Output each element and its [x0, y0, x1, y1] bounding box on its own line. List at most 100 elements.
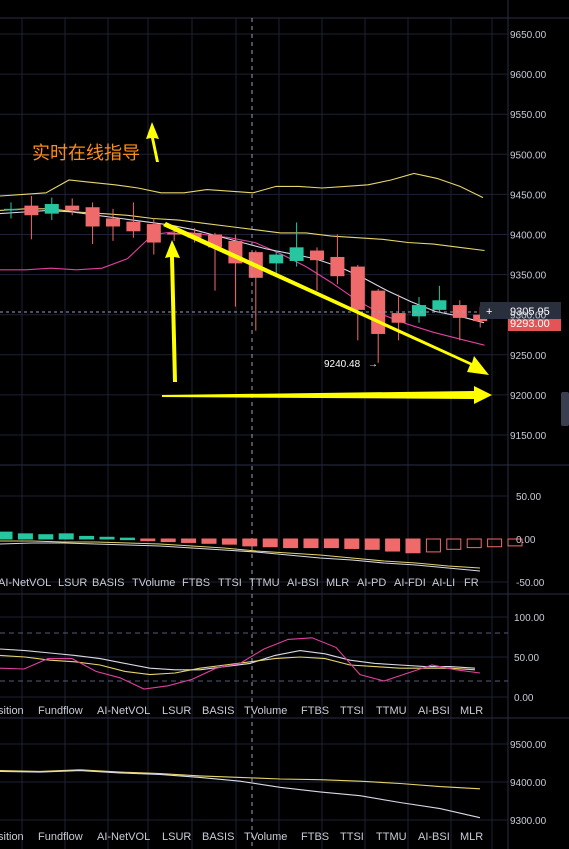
volume-x-label: BASIS — [92, 577, 124, 589]
candle-body — [126, 221, 141, 232]
scroll-handle[interactable] — [561, 392, 569, 426]
main-y-tick-label: 9500.00 — [510, 150, 547, 161]
volume-x-label: AI-LI — [432, 577, 455, 589]
bottom-x-label: AI-BSI — [418, 831, 450, 843]
current-price-label: 9305.95 — [510, 306, 550, 318]
volume-x-label: AI-PD — [357, 577, 386, 589]
volume-bar — [119, 537, 135, 541]
crosshair-plus-icon[interactable]: + — [486, 306, 492, 318]
candle-body — [146, 224, 161, 243]
candle-body — [269, 254, 284, 264]
oscillator-x-label: FTBS — [301, 705, 329, 717]
volume-y-tick-label: -50.00 — [516, 578, 545, 589]
bottom-x-label: BASIS — [202, 831, 234, 843]
bottom-price-lines — [0, 769, 481, 819]
candle-body — [106, 218, 120, 227]
volume-x-label: AI-BSI — [287, 577, 319, 589]
volume-x-label: TTMU — [249, 577, 280, 589]
oscillator-y-tick-label: 0.00 — [514, 693, 534, 704]
low-price-marker: 9240.48 → — [324, 359, 378, 370]
bottom-x-label: TTSI — [340, 831, 364, 843]
volume-bar — [201, 538, 217, 544]
bottom-x-label: Fundflow — [38, 831, 83, 843]
oscillator-x-label: TTSI — [340, 705, 364, 717]
low-arrow-icon: → — [368, 359, 378, 370]
candle-body — [167, 232, 182, 235]
low-price-label: 9240.48 — [324, 359, 361, 370]
candle-body — [44, 204, 59, 214]
main-y-tick-label: 9400.00 — [510, 231, 547, 242]
candle-body — [24, 205, 39, 216]
oscillator-x-label: LSUR — [162, 705, 191, 717]
volume-bar — [405, 538, 421, 554]
candle-body — [452, 305, 467, 318]
main-y-tick-label: 9650.00 — [510, 30, 547, 41]
volume-bar — [323, 538, 339, 549]
volume-bar — [262, 538, 278, 548]
oscillator-x-axis: sition Fundflow AI-NetVOL LSUR BASIS TVolume F… — [0, 705, 483, 717]
candle-body — [85, 207, 100, 227]
volume-x-label: TVolume — [132, 577, 175, 589]
main-y-tick-label: 9550.00 — [510, 110, 547, 121]
volume-bar — [140, 538, 156, 542]
volume-bar — [181, 538, 197, 543]
bottom-x-label: MLR — [460, 831, 483, 843]
oscillator-x-label: sition — [0, 705, 24, 717]
volume-average-line — [0, 542, 481, 572]
candle-body — [289, 247, 304, 261]
bottom-y-tick-label: 9300.00 — [510, 816, 547, 827]
volume-x-label: TTSI — [218, 577, 242, 589]
volume-bar — [221, 538, 237, 545]
candle-body — [391, 313, 406, 323]
main-y-tick-label: 9350.00 — [510, 271, 547, 282]
main-y-axis: 9650.00 9600.00 9550.00 9500.00 9450.00 9400.… — [510, 30, 547, 442]
oscillator-x-label: AI-BSI — [418, 705, 450, 717]
bollinger-upper-line — [0, 172, 484, 199]
bottom-white-line — [0, 770, 481, 819]
oscillator-x-label: MLR — [460, 705, 483, 717]
oscillator-y-tick-label: 100.00 — [514, 613, 545, 624]
candle-body — [432, 300, 447, 310]
bottom-y-tick-label: 9500.00 — [510, 740, 547, 751]
up-arrow-large-icon — [165, 240, 180, 382]
main-y-tick-label: 9600.00 — [510, 70, 547, 81]
oscillator-x-label: Fundflow — [38, 705, 83, 717]
bottom-x-label: LSUR — [162, 831, 191, 843]
volume-bar — [364, 538, 380, 550]
oscillator-x-label: TTMU — [376, 705, 407, 717]
candle-body — [350, 266, 365, 310]
bottom-x-label: sition — [0, 831, 24, 843]
current-price-sub-label: 9293.00 — [510, 318, 550, 330]
oscillator-lines — [0, 637, 481, 690]
volume-bars — [0, 531, 523, 554]
volume-x-label: FR — [464, 577, 479, 589]
volume-bar — [38, 534, 54, 540]
bottom-x-axis: sition Fundflow AI-NetVOL LSUR BASIS TVolume F… — [0, 831, 483, 843]
candle-body — [310, 250, 324, 261]
volume-bar — [283, 538, 299, 549]
volume-bar — [303, 538, 319, 549]
annotation-arrows — [146, 122, 492, 404]
volume-y-tick-label: 50.00 — [516, 492, 541, 503]
main-y-tick-label: 9200.00 — [510, 391, 547, 402]
bollinger-mid-line — [0, 208, 485, 252]
oscillator-y-axis: 100.00 50.00 0.00 — [514, 613, 545, 704]
oscillator-x-label: TVolume — [244, 705, 287, 717]
volume-y-tick-label: 0.00 — [516, 535, 536, 546]
volume-signal-line — [0, 540, 481, 569]
volume-x-axis: AI-NetVOL LSUR BASIS TVolume FTBS TTSI TTMU AI-… — [0, 577, 479, 589]
volume-x-label: MLR — [326, 577, 349, 589]
volume-bar — [160, 538, 176, 543]
current-price-tag[interactable]: + 9305.95 9293.00 — [480, 302, 561, 331]
oscillator-y-tick-label: 50.00 — [514, 653, 539, 664]
volume-bar — [344, 538, 360, 549]
volume-bar — [99, 536, 115, 540]
volume-x-label: LSUR — [58, 577, 87, 589]
bottom-y-tick-label: 9400.00 — [510, 778, 547, 789]
bottom-x-label: FTBS — [301, 831, 329, 843]
volume-bar — [242, 538, 258, 547]
bottom-y-axis: 9500.00 9400.00 9300.00 — [510, 740, 547, 827]
